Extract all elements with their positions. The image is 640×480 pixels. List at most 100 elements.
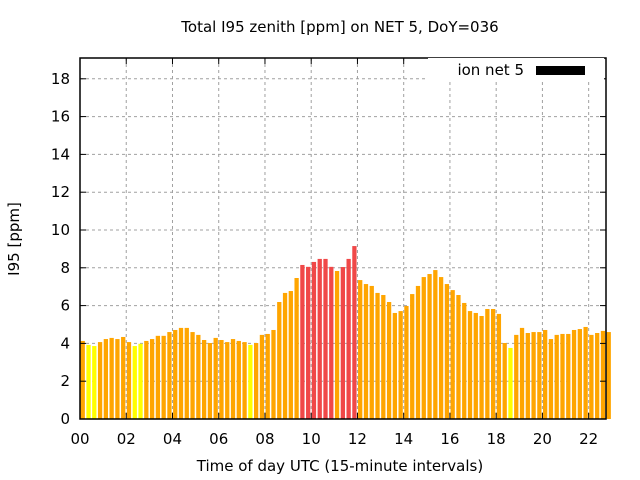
bar: [386, 302, 392, 419]
x-tick-label: 08: [255, 430, 274, 448]
bar: [531, 332, 536, 419]
x-tick-label: 22: [579, 430, 598, 448]
bar: [410, 294, 415, 419]
y-tick-label: 12: [51, 183, 70, 201]
bar: [80, 340, 85, 419]
y-tick-label: 18: [51, 70, 70, 88]
bar: [184, 327, 189, 419]
bar: [606, 332, 611, 419]
bar: [323, 258, 328, 419]
bar: [236, 340, 241, 419]
bar: [444, 284, 450, 419]
bar: [537, 332, 542, 419]
bar: [132, 346, 137, 419]
bar: [329, 266, 334, 419]
x-tick-label: 10: [302, 430, 321, 448]
bar: [115, 339, 120, 419]
bar: [138, 343, 143, 419]
bar: [207, 343, 213, 419]
bar: [277, 302, 282, 419]
bar: [519, 327, 525, 419]
bar: [421, 277, 426, 419]
bar: [508, 347, 513, 419]
bar: [254, 343, 259, 419]
bar: [548, 339, 554, 419]
bar: [467, 311, 473, 419]
bar: [149, 339, 155, 419]
y-tick-label: 10: [51, 221, 70, 239]
x-tick-label: 06: [209, 430, 228, 448]
bar: [589, 334, 594, 419]
bar: [282, 292, 288, 419]
chart-title: Total I95 zenith [ppm] on NET 5, DoY=036: [180, 18, 498, 36]
bar: [294, 278, 299, 419]
y-tick-label: 4: [60, 334, 70, 352]
bar: [490, 308, 496, 419]
bar: [462, 302, 467, 419]
x-tick-label: 20: [533, 430, 552, 448]
y-tick-label: 14: [51, 145, 70, 163]
legend: ion net 5: [428, 58, 604, 82]
bar: [144, 340, 149, 419]
bar: [392, 312, 398, 419]
bar: [265, 333, 270, 419]
bar: [600, 330, 606, 419]
bar: [196, 334, 201, 419]
bar: [242, 342, 247, 419]
bar: [86, 344, 91, 419]
bar: [190, 332, 195, 419]
bar: [97, 342, 103, 419]
y-tick-label: 8: [60, 259, 70, 277]
bar: [514, 334, 519, 419]
bar: [595, 333, 600, 419]
x-tick-label: 12: [348, 430, 367, 448]
bar: [311, 261, 317, 419]
bar: [404, 305, 409, 419]
bar: [415, 285, 421, 419]
bar: [496, 313, 502, 419]
bar: [346, 258, 351, 419]
bar: [554, 334, 559, 419]
bar: [427, 274, 432, 419]
bar: [398, 311, 403, 419]
legend-swatch: [536, 66, 585, 75]
bar: [219, 339, 224, 419]
bar: [161, 335, 166, 419]
bar: [358, 280, 363, 419]
bar: [230, 339, 236, 419]
bar: [201, 339, 207, 419]
y-tick-label: 0: [60, 410, 70, 428]
bar: [543, 329, 548, 419]
bar: [479, 315, 484, 419]
bar: [375, 292, 380, 419]
bar: [259, 334, 265, 419]
bar: [485, 308, 490, 419]
bar: [502, 343, 507, 419]
x-tick-label: 14: [394, 430, 413, 448]
legend-label: ion net 5: [457, 61, 524, 79]
grid: [80, 58, 606, 419]
bar: [583, 326, 588, 419]
bar: [306, 266, 311, 419]
bar: [173, 329, 178, 419]
bar: [121, 336, 126, 419]
bar: [381, 295, 386, 419]
bar: [213, 337, 218, 419]
x-tick-label: 04: [163, 430, 182, 448]
bar: [178, 327, 184, 419]
x-tick-label: 00: [70, 430, 89, 448]
bar: [155, 335, 161, 419]
bar: [317, 258, 322, 419]
bar: [450, 290, 455, 419]
bar: [103, 339, 109, 419]
bar: [334, 271, 340, 419]
bar: [473, 312, 478, 419]
bar: [363, 284, 369, 419]
plot-frame: [79, 57, 607, 420]
bar: [288, 291, 293, 419]
bar: [560, 333, 565, 419]
bar: [438, 277, 444, 419]
bar: [525, 333, 530, 419]
bars: [80, 246, 611, 419]
bar: [340, 267, 345, 419]
